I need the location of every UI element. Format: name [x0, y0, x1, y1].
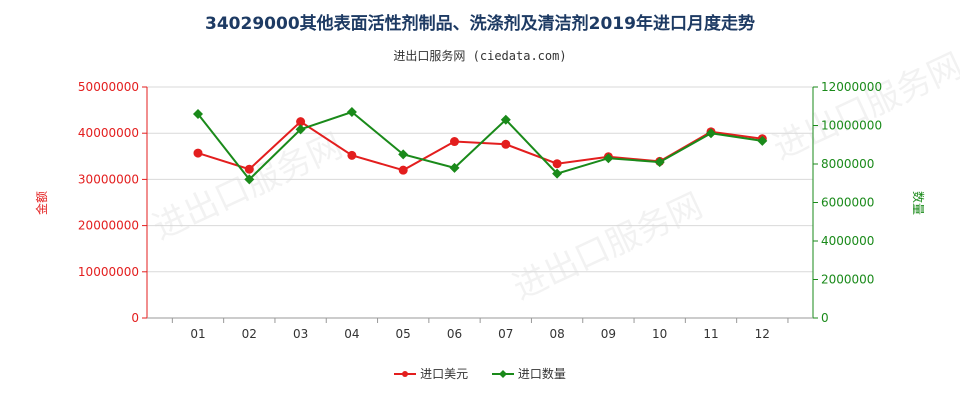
x-axis-ticks: 01 02 03 04 05 06 07 08 09 10 11 12 — [190, 327, 770, 341]
x-tick-label: 04 — [344, 327, 359, 341]
data-point-amount[interactable] — [296, 117, 306, 127]
data-point-amount[interactable] — [450, 137, 459, 147]
x-tick-label: 06 — [447, 327, 462, 341]
right-tick-label: 12000000 — [821, 80, 882, 94]
legend: 进口美元 进口数量 — [0, 365, 960, 382]
left-axis-label: 金额 — [34, 191, 49, 215]
data-point-quantity[interactable] — [398, 149, 409, 160]
x-tick-label: 08 — [549, 327, 564, 341]
watermark-text: 进出口服务网 — [507, 186, 709, 308]
data-point-quantity[interactable] — [193, 108, 203, 119]
right-tick-label: 2000000 — [821, 273, 874, 287]
series-line-quantity — [197, 110, 763, 181]
right-tick-label: 6000000 — [821, 196, 874, 210]
data-point-amount[interactable] — [398, 165, 408, 175]
series-layer — [193, 107, 768, 185]
right-tick-label: 8000000 — [821, 157, 874, 171]
x-tick-label: 10 — [652, 327, 667, 341]
x-tick-label: 01 — [190, 327, 205, 341]
chart-subtitle: 进出口服务网 (ciedata.com) — [393, 49, 567, 63]
x-tick-label: 09 — [601, 327, 616, 341]
data-point-quantity[interactable] — [244, 174, 255, 185]
data-point-quantity[interactable] — [603, 153, 614, 164]
watermark-text: 进出口服务网 — [147, 126, 349, 248]
legend-amount-swatch — [394, 370, 417, 377]
data-point-quantity[interactable] — [654, 157, 665, 168]
data-point-amount[interactable] — [193, 148, 203, 158]
data-point-amount[interactable] — [347, 150, 357, 160]
watermark-text: 进出口服务网 — [767, 46, 960, 168]
data-point-quantity[interactable] — [449, 162, 460, 173]
x-tick-label: 05 — [396, 327, 411, 341]
data-point-quantity[interactable] — [346, 107, 357, 118]
data-point-quantity[interactable] — [552, 168, 563, 179]
legend-item-quantity[interactable]: 进口数量 — [491, 365, 566, 382]
chart-title: 34029000其他表面活性剂制品、洗涤剂及清洁剂2019年进口月度走势 — [205, 14, 755, 34]
left-tick-label: 40000000 — [78, 126, 139, 140]
left-tick-label: 10000000 — [78, 265, 139, 279]
left-axis-ticks: 0 10000000 20000000 30000000 40000000 5000000… — [78, 80, 147, 325]
right-tick-label: 0 — [821, 311, 829, 325]
right-tick-label: 10000000 — [821, 119, 882, 133]
right-axis-label: 数量 — [911, 191, 926, 215]
x-tick-label: 11 — [703, 327, 718, 341]
data-point-quantity[interactable] — [295, 124, 306, 135]
data-point-amount[interactable] — [501, 139, 511, 149]
left-tick-label: 50000000 — [78, 80, 139, 94]
legend-item-amount[interactable]: 进口美元 — [394, 365, 468, 382]
right-tick-label: 4000000 — [821, 234, 874, 248]
data-point-quantity[interactable] — [500, 114, 511, 125]
x-tick-label: 12 — [755, 327, 770, 341]
x-tick-label: 03 — [293, 327, 308, 341]
left-tick-label: 20000000 — [78, 219, 139, 233]
legend-quantity-swatch — [491, 369, 514, 378]
data-point-amount[interactable] — [552, 159, 562, 169]
legend-quantity-label: 进口数量 — [517, 367, 566, 381]
right-axis-ticks: 0 2000000 4000000 6000000 8000000 10000000 120… — [813, 80, 882, 325]
data-point-amount[interactable] — [244, 164, 254, 174]
legend-amount-label: 进口美元 — [420, 367, 469, 381]
left-tick-label: 0 — [131, 311, 139, 325]
left-tick-label: 30000000 — [78, 172, 139, 186]
data-point-quantity[interactable] — [706, 128, 716, 139]
x-tick-label: 07 — [498, 327, 513, 341]
x-tick-label: 02 — [242, 327, 257, 341]
data-point-quantity[interactable] — [757, 135, 768, 146]
